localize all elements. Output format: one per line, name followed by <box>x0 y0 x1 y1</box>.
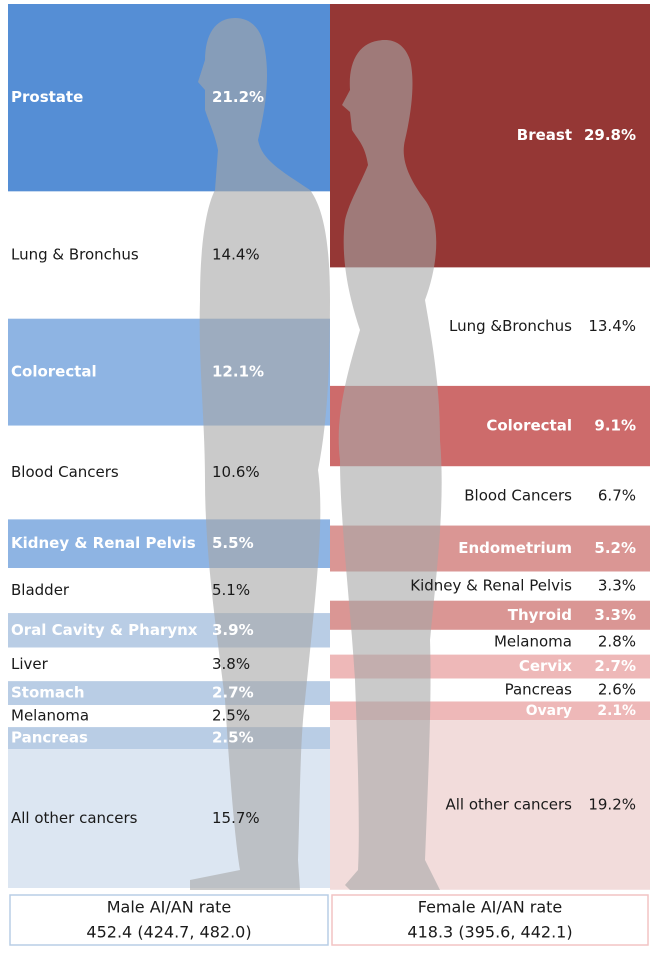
value-label: 3.3% <box>598 577 636 595</box>
category-label: Blood Cancers <box>464 486 572 504</box>
value-label: 2.7% <box>212 684 254 702</box>
value-label: 3.8% <box>212 655 250 673</box>
female-silhouette <box>338 40 442 890</box>
category-label: Cervix <box>519 657 572 675</box>
category-label: Colorectal <box>486 417 572 435</box>
category-label: Blood Cancers <box>11 463 119 481</box>
rate-title: Female AI/AN rate <box>418 898 563 917</box>
value-label: 5.2% <box>594 539 636 557</box>
labels: Prostate 21.2% Lung & Bronchus 14.4% Colorec… <box>9 88 649 946</box>
value-label: 29.8% <box>584 126 636 144</box>
value-label: 2.7% <box>594 657 636 675</box>
category-label: Melanoma <box>11 707 89 725</box>
male-silhouette <box>190 18 330 890</box>
segment <box>8 4 330 192</box>
value-label: 21.2% <box>212 88 264 106</box>
category-label: Lung &Bronchus <box>449 317 572 335</box>
category-label: Breast <box>517 126 572 144</box>
value-label: 6.7% <box>598 486 636 504</box>
category-label: Colorectal <box>11 363 97 381</box>
category-label: Ovary <box>526 703 572 719</box>
category-label: Thyroid <box>508 606 572 624</box>
category-label: Lung & Bronchus <box>11 246 139 264</box>
category-label: Melanoma <box>494 633 572 651</box>
category-label: Kidney & Renal Pelvis <box>11 534 196 552</box>
value-label: 14.4% <box>212 246 260 264</box>
value-label: 5.1% <box>212 581 250 599</box>
value-label: 2.6% <box>598 680 636 698</box>
category-label: Endometrium <box>458 539 572 557</box>
category-label: Pancreas <box>11 729 88 747</box>
category-label: Liver <box>11 655 49 673</box>
rate-box <box>9 894 329 946</box>
rate-title: Male AI/AN rate <box>107 898 232 917</box>
category-label: All other cancers <box>11 809 138 827</box>
value-label: 10.6% <box>212 463 260 481</box>
category-label: Prostate <box>11 88 83 106</box>
category-label: Pancreas <box>505 680 573 698</box>
value-label: 2.1% <box>597 703 636 719</box>
value-label: 15.7% <box>212 809 260 827</box>
value-label: 2.8% <box>598 633 636 651</box>
value-label: 19.2% <box>588 795 636 813</box>
category-label: Stomach <box>11 684 85 702</box>
rate-value: 418.3 (395.6, 442.1) <box>407 923 572 942</box>
value-label: 5.5% <box>212 534 254 552</box>
value-label: 2.5% <box>212 707 250 725</box>
value-label: 3.9% <box>212 621 254 639</box>
rate-value: 452.4 (424.7, 482.0) <box>86 923 251 942</box>
value-label: 9.1% <box>594 417 636 435</box>
category-label: Kidney & Renal Pelvis <box>410 577 572 595</box>
value-label: 3.3% <box>594 606 636 624</box>
rate-box <box>331 894 649 946</box>
value-label: 13.4% <box>588 317 636 335</box>
value-label: 12.1% <box>212 363 264 381</box>
value-label: 2.5% <box>212 729 254 747</box>
category-label: Oral Cavity & Pharynx <box>11 621 198 639</box>
category-label: Bladder <box>11 581 70 599</box>
category-label: All other cancers <box>446 795 573 813</box>
